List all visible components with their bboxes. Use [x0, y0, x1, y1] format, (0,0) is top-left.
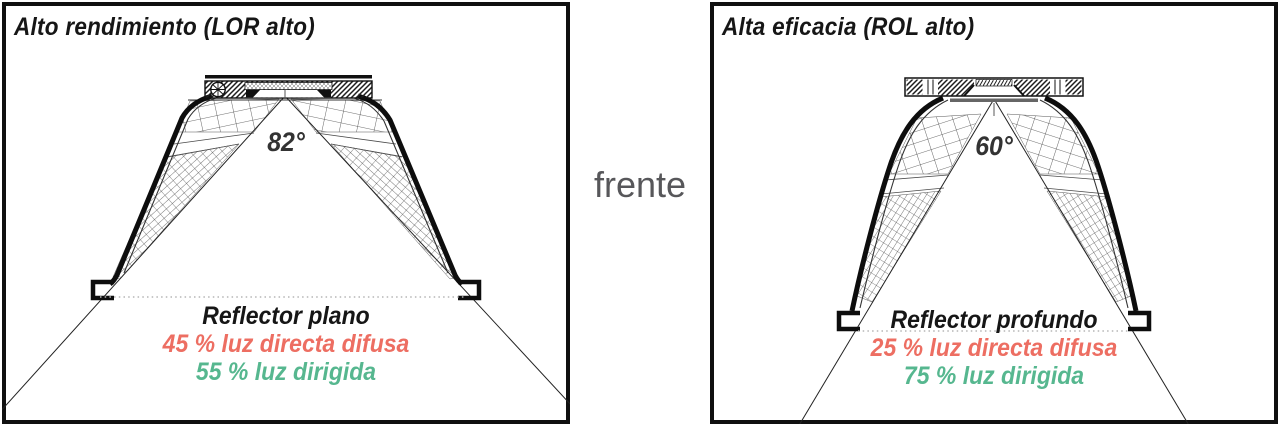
panel-title: Alta eficacia (ROL alto): [722, 13, 975, 41]
flat-reflector-diagram: [2, 2, 570, 424]
diffuse-light-label: 45 % luz directa difusa: [162, 330, 410, 358]
beam-angle-label: 82°: [267, 127, 305, 157]
reflector-facets: [112, 98, 458, 280]
reflector-type-label: Reflector plano: [202, 302, 370, 330]
panel-border: [2, 2, 570, 424]
diffuse-light-label: 25 % luz directa difusa: [870, 334, 1118, 362]
ceiling-flanges: [836, 310, 1152, 332]
flange-left: [836, 310, 860, 332]
view-label-frente: frente: [593, 164, 687, 205]
lamp: [950, 98, 1038, 102]
flange-left: [90, 279, 114, 301]
flange-right: [458, 279, 482, 301]
directed-light-label: 55 % luz dirigida: [195, 358, 377, 386]
deep-reflector-diagram: [710, 2, 1278, 424]
reflector-type-label: Reflector profundo: [890, 306, 1098, 334]
panel-border: [710, 2, 1278, 424]
ceiling-flanges: [90, 279, 482, 301]
panel-title: Alto rendimiento (LOR alto): [14, 13, 316, 41]
panel-high-output: Alto rendimiento (LOR alto) 82° Reflecto…: [2, 2, 570, 424]
flange-right: [1128, 310, 1152, 332]
beam-angle-label: 60°: [975, 131, 1013, 161]
panel-high-efficacy: Alta eficacia (ROL alto) 60° Reflector p…: [710, 2, 1278, 424]
luminaire-housing: [204, 75, 373, 99]
reflector-facets: [856, 113, 1132, 303]
directed-light-label: 75 % luz dirigida: [903, 362, 1085, 390]
beam-lines: [799, 98, 1189, 424]
luminaire-housing: [904, 77, 1084, 116]
reflector-outline: [849, 95, 1139, 312]
beam-lines: [2, 95, 570, 411]
